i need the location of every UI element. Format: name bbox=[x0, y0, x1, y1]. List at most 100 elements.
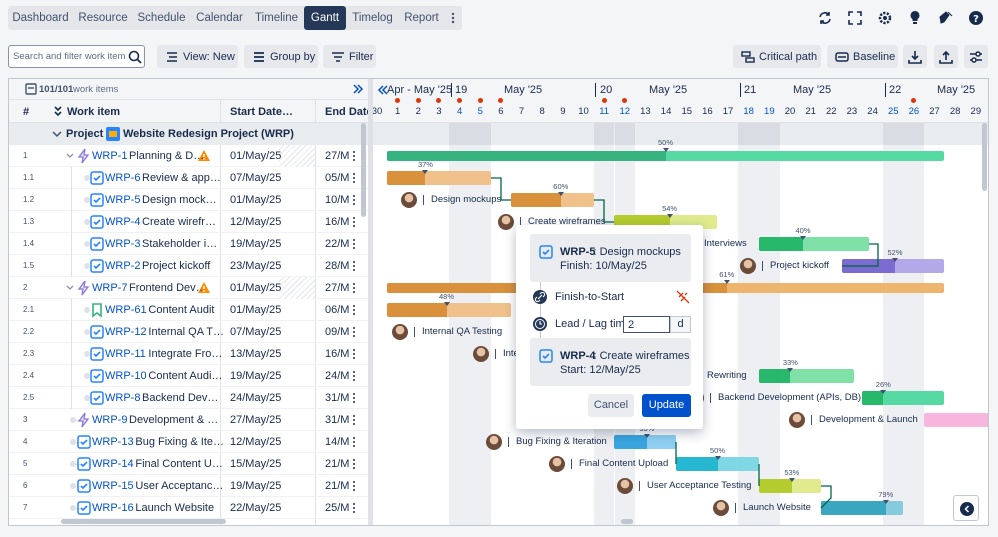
row-menu[interactable] bbox=[346, 368, 362, 384]
toolbar-button[interactable]: Critical path bbox=[733, 45, 821, 68]
grid-row[interactable] bbox=[9, 431, 369, 453]
grid-row[interactable] bbox=[9, 497, 369, 519]
unlink-icon[interactable] bbox=[675, 289, 691, 305]
gantt-bar[interactable] bbox=[862, 391, 944, 405]
row-menu[interactable] bbox=[346, 478, 362, 494]
prev-icon[interactable] bbox=[374, 82, 390, 98]
tab[interactable]: Dashboard bbox=[12, 12, 69, 24]
tab[interactable]: Resource bbox=[78, 12, 128, 24]
item-key[interactable]: WRP-11 bbox=[105, 348, 146, 360]
tab[interactable]: Schedule bbox=[137, 12, 186, 24]
lag-input[interactable]: 2 bbox=[623, 316, 670, 333]
grid-row[interactable] bbox=[9, 343, 369, 365]
item-key[interactable]: WRP-12 bbox=[105, 326, 147, 338]
notify-icon[interactable] bbox=[938, 10, 954, 26]
grid-row[interactable] bbox=[9, 365, 369, 387]
toolbar-button[interactable]: Group by bbox=[244, 45, 318, 68]
lag-unit[interactable]: d bbox=[670, 316, 691, 333]
tab[interactable]: Gantt bbox=[304, 6, 346, 30]
gantt-bar[interactable] bbox=[924, 413, 988, 427]
item-key[interactable]: WRP-10 bbox=[105, 370, 147, 382]
toolbar-button[interactable]: Filter bbox=[323, 45, 376, 68]
row-menu[interactable] bbox=[346, 412, 362, 428]
grid-row[interactable] bbox=[9, 167, 369, 189]
settings-button[interactable] bbox=[964, 45, 988, 68]
row-menu[interactable] bbox=[346, 170, 362, 186]
row-menu[interactable] bbox=[346, 280, 362, 296]
item-key[interactable]: WRP-1 bbox=[92, 150, 128, 162]
gantt-bar[interactable] bbox=[387, 151, 944, 161]
row-menu[interactable] bbox=[346, 434, 362, 450]
row-menu[interactable] bbox=[346, 302, 362, 318]
gantt-bar[interactable] bbox=[511, 193, 594, 207]
more-icon[interactable] bbox=[445, 10, 461, 26]
grid-row[interactable] bbox=[9, 255, 369, 277]
item-key[interactable]: WRP-8 bbox=[105, 392, 141, 404]
caret[interactable] bbox=[62, 148, 78, 164]
help-icon[interactable]: ? bbox=[968, 10, 984, 26]
row-menu[interactable] bbox=[346, 214, 362, 230]
item-key[interactable]: WRP-15 bbox=[92, 480, 134, 492]
item-key[interactable]: WRP-3 bbox=[105, 238, 141, 250]
toolbar-button[interactable]: View: New bbox=[157, 45, 238, 68]
row-menu[interactable] bbox=[346, 148, 362, 164]
grid-row[interactable] bbox=[9, 453, 369, 475]
grid-row[interactable] bbox=[9, 387, 369, 409]
item-key[interactable]: WRP-13 bbox=[92, 436, 134, 448]
row-menu[interactable] bbox=[346, 236, 362, 252]
grid-row[interactable] bbox=[9, 475, 369, 497]
item-key[interactable]: WRP-4 bbox=[105, 216, 141, 228]
download-button[interactable] bbox=[903, 45, 927, 68]
gantt-bar[interactable] bbox=[759, 369, 854, 383]
caret[interactable] bbox=[49, 126, 65, 142]
item-key[interactable]: WRP-6 bbox=[105, 172, 141, 184]
gantt-bar[interactable] bbox=[614, 435, 676, 449]
row-menu[interactable] bbox=[346, 456, 362, 472]
collapse-icon[interactable] bbox=[350, 81, 366, 97]
fullscreen-icon[interactable] bbox=[847, 10, 863, 26]
upload-button[interactable] bbox=[934, 45, 958, 68]
scroll-to-button[interactable] bbox=[953, 495, 979, 521]
grid-row[interactable] bbox=[9, 321, 369, 343]
item-key[interactable]: WRP-14 bbox=[92, 458, 134, 470]
row-menu[interactable] bbox=[346, 192, 362, 208]
row-menu[interactable] bbox=[346, 500, 362, 516]
item-key[interactable]: WRP-16 bbox=[92, 502, 134, 514]
tab[interactable]: Calendar bbox=[196, 12, 243, 24]
item-key[interactable]: WRP-7 bbox=[92, 282, 128, 294]
expand-all-icon[interactable] bbox=[50, 104, 66, 120]
item-key[interactable]: WRP-9 bbox=[92, 414, 128, 426]
relation-type[interactable]: Finish-to-Start bbox=[555, 291, 625, 303]
tips-icon[interactable] bbox=[907, 10, 923, 26]
gantt-bar[interactable] bbox=[759, 237, 869, 251]
row-menu[interactable] bbox=[346, 258, 362, 274]
grid-row[interactable] bbox=[9, 189, 369, 211]
caret[interactable] bbox=[62, 280, 78, 296]
row-menu[interactable] bbox=[346, 346, 362, 362]
gantt-bar[interactable] bbox=[387, 303, 511, 317]
gantt-bar[interactable] bbox=[676, 457, 759, 471]
toolbar-button[interactable]: Baseline bbox=[827, 45, 898, 68]
grid-row[interactable] bbox=[9, 233, 369, 255]
grid-row[interactable] bbox=[9, 409, 369, 431]
grid-row[interactable] bbox=[9, 145, 369, 167]
tab[interactable]: Timeline bbox=[254, 12, 299, 24]
item-key[interactable]: WRP-61 bbox=[105, 304, 147, 316]
grid-row[interactable] bbox=[9, 211, 369, 233]
item-key[interactable]: WRP-2 bbox=[105, 260, 141, 272]
tab[interactable]: Report bbox=[404, 12, 439, 24]
row-menu[interactable] bbox=[346, 390, 362, 406]
gantt-bar[interactable] bbox=[387, 171, 491, 185]
refresh-icon[interactable] bbox=[817, 10, 833, 26]
row-menu[interactable] bbox=[346, 324, 362, 340]
cancel-button[interactable]: Cancel bbox=[588, 394, 634, 417]
tab[interactable]: Timelog bbox=[352, 12, 393, 24]
settings-icon[interactable] bbox=[877, 10, 893, 26]
gantt-bar[interactable] bbox=[759, 479, 821, 493]
item-key[interactable]: WRP-5 bbox=[105, 194, 141, 206]
grid-row[interactable] bbox=[9, 277, 369, 299]
search-box[interactable]: Search and filter work item bbox=[8, 45, 145, 68]
update-button[interactable]: Update bbox=[642, 394, 691, 417]
gantt-bar[interactable] bbox=[821, 501, 903, 515]
grid-row[interactable] bbox=[9, 299, 369, 321]
